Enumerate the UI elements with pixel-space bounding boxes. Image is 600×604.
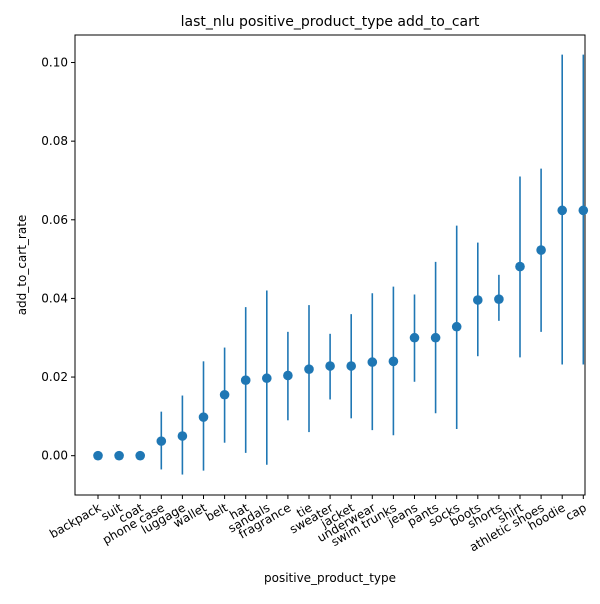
data-point	[346, 361, 357, 371]
data-point	[388, 356, 399, 367]
data-point	[430, 332, 441, 343]
x-tick-label: belt	[203, 500, 230, 524]
y-tick-label: 0.04	[41, 291, 68, 305]
x-tick-label: backpack	[47, 500, 103, 541]
data-point	[177, 431, 188, 441]
y-axis-label: add_to_cart_rate	[15, 215, 29, 316]
data-point	[304, 364, 314, 374]
y-tick-label: 0.06	[41, 213, 68, 227]
plot-frame	[74, 34, 586, 496]
data-point	[473, 295, 483, 305]
data-point	[536, 245, 546, 255]
data-point	[93, 450, 103, 461]
data-point	[325, 361, 335, 371]
data-point	[262, 373, 272, 384]
x-axis-label: positive_product_type	[264, 571, 396, 585]
data-point	[494, 294, 504, 305]
data-point	[451, 321, 462, 332]
data-point	[198, 412, 209, 422]
data-point	[578, 205, 589, 216]
data-point	[135, 450, 145, 461]
data-point	[367, 357, 378, 367]
data-point	[240, 375, 251, 385]
data-point	[283, 370, 293, 381]
data-marks	[93, 54, 589, 475]
y-axis: 0.00 0.02 0.04 0.06 0.08 0.10	[41, 56, 75, 463]
chart-title: last_nlu positive_product_type add_to_ca…	[181, 14, 480, 30]
data-point	[515, 261, 525, 272]
y-tick-label: 0.08	[41, 134, 68, 148]
data-point	[156, 436, 167, 446]
y-tick-label: 0.10	[41, 56, 68, 70]
data-point	[409, 332, 420, 343]
data-point	[114, 450, 124, 461]
x-tick-label: tie	[294, 500, 314, 520]
data-point	[219, 389, 230, 400]
y-tick-label: 0.00	[41, 449, 68, 463]
x-tick-label: cap	[563, 500, 589, 523]
y-tick-label: 0.02	[41, 370, 68, 384]
data-point	[557, 205, 567, 216]
